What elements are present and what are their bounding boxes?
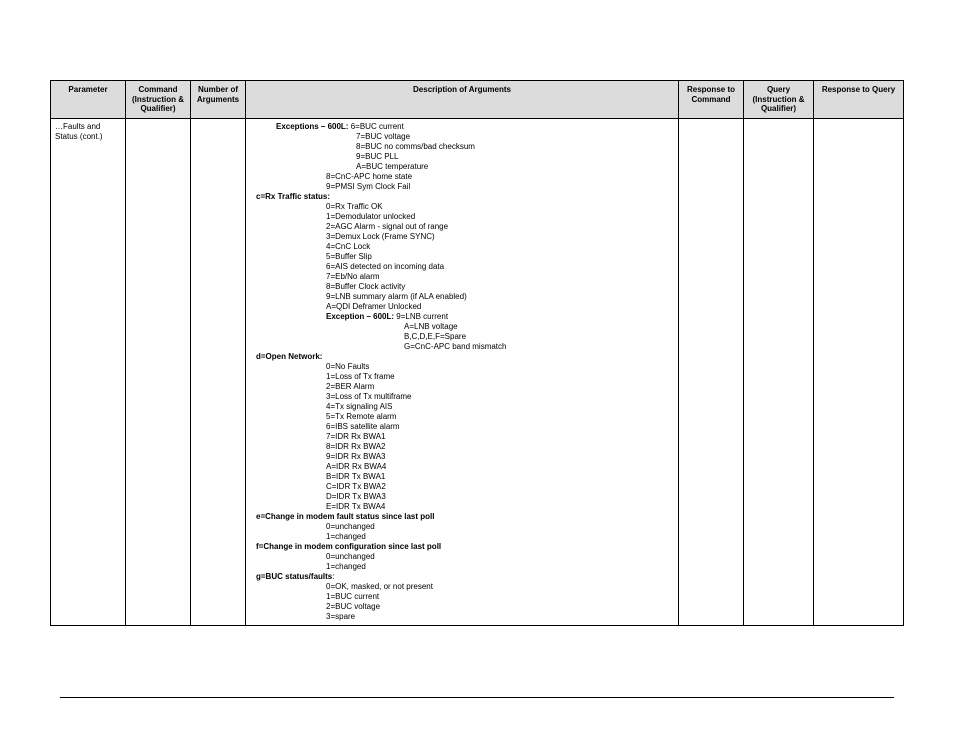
hdr-parameter: Parameter	[51, 81, 126, 119]
desc-line: 2=BER Alarm	[256, 382, 674, 392]
hdr-command: Command (Instruction & Qualifier)	[126, 81, 191, 119]
desc-line: 9=PMSI Sym Clock Fail	[256, 182, 674, 192]
desc-line: A=BUC temperature	[256, 162, 674, 172]
desc-line: 1=changed	[256, 562, 674, 572]
desc-line: C=IDR Tx BWA2	[256, 482, 674, 492]
desc-line: 1=Demodulator unlocked	[256, 212, 674, 222]
desc-line: 9=IDR Rx BWA3	[256, 452, 674, 462]
desc-line: c=Rx Traffic status:	[256, 192, 674, 202]
hdr-resp-cmd: Response to Command	[679, 81, 744, 119]
desc-line: 4=CnC Lock	[256, 242, 674, 252]
desc-line: A=LNB voltage	[256, 322, 674, 332]
cell-resp-cmd	[679, 118, 744, 625]
hdr-resp-query: Response to Query	[814, 81, 904, 119]
desc-line: 7=BUC voltage	[256, 132, 674, 142]
footer-rule	[60, 697, 894, 698]
cell-numargs	[191, 118, 246, 625]
desc-line: f=Change in modem configuration since la…	[256, 542, 674, 552]
desc-line: 5=Buffer Slip	[256, 252, 674, 262]
desc-line: 3=spare	[256, 612, 674, 622]
desc-line: 0=OK, masked, or not present	[256, 582, 674, 592]
desc-line: 4=Tx signaling AIS	[256, 402, 674, 412]
desc-line: D=IDR Tx BWA3	[256, 492, 674, 502]
desc-line: G=CnC-APC band mismatch	[256, 342, 674, 352]
table-row: …Faults and Status (cont.) Exceptions – …	[51, 118, 904, 625]
hdr-query: Query (Instruction & Qualifier)	[744, 81, 814, 119]
desc-line: 0=unchanged	[256, 552, 674, 562]
cell-command	[126, 118, 191, 625]
desc-line: Exception – 600L: 9=LNB current	[256, 312, 674, 322]
desc-line: 1=BUC current	[256, 592, 674, 602]
desc-line: 2=BUC voltage	[256, 602, 674, 612]
cell-query	[744, 118, 814, 625]
desc-line: 6=IBS satellite alarm	[256, 422, 674, 432]
desc-line: 9=BUC PLL	[256, 152, 674, 162]
desc-line: 1=Loss of Tx frame	[256, 372, 674, 382]
desc-line: 2=AGC Alarm - signal out of range	[256, 222, 674, 232]
desc-line: g=BUC status/faults:	[256, 572, 674, 582]
table-header-row: Parameter Command (Instruction & Qualifi…	[51, 81, 904, 119]
cell-resp-query	[814, 118, 904, 625]
desc-line: A=IDR Rx BWA4	[256, 462, 674, 472]
desc-line: d=Open Network:	[256, 352, 674, 362]
desc-line: 3=Demux Lock (Frame SYNC)	[256, 232, 674, 242]
desc-line: A=QDI Deframer Unlocked	[256, 302, 674, 312]
desc-line: 7=Eb/No alarm	[256, 272, 674, 282]
desc-line: 7=IDR Rx BWA1	[256, 432, 674, 442]
desc-line: 0=No Faults	[256, 362, 674, 372]
cell-parameter: …Faults and Status (cont.)	[51, 118, 126, 625]
desc-line: 0=unchanged	[256, 522, 674, 532]
desc-line: 0=Rx Traffic OK	[256, 202, 674, 212]
desc-line: 9=LNB summary alarm (if ALA enabled)	[256, 292, 674, 302]
desc-line: E=IDR Tx BWA4	[256, 502, 674, 512]
desc-line: Exceptions – 600L: 6=BUC current	[256, 122, 674, 132]
desc-line: B=IDR Tx BWA1	[256, 472, 674, 482]
desc-line: 5=Tx Remote alarm	[256, 412, 674, 422]
desc-line: e=Change in modem fault status since las…	[256, 512, 674, 522]
hdr-numargs: Number of Arguments	[191, 81, 246, 119]
hdr-desc: Description of Arguments	[246, 81, 679, 119]
desc-line: 3=Loss of Tx multiframe	[256, 392, 674, 402]
desc-line: 6=AIS detected on incoming data	[256, 262, 674, 272]
spec-table: Parameter Command (Instruction & Qualifi…	[50, 80, 904, 626]
desc-line: 8=IDR Rx BWA2	[256, 442, 674, 452]
desc-line: B,C,D,E,F=Spare	[256, 332, 674, 342]
desc-line: 8=CnC-APC home state	[256, 172, 674, 182]
desc-line: 1=changed	[256, 532, 674, 542]
cell-desc: Exceptions – 600L: 6=BUC current7=BUC vo…	[246, 118, 679, 625]
desc-line: 8=BUC no comms/bad checksum	[256, 142, 674, 152]
desc-line: 8=Buffer Clock activity	[256, 282, 674, 292]
